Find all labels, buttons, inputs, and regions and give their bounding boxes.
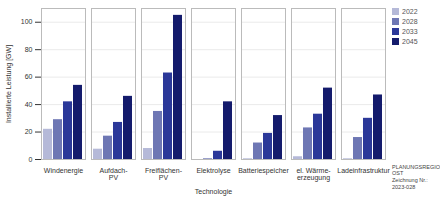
svg-text:20: 20 (25, 128, 33, 135)
svg-text:Elektrolyse: Elektrolyse (196, 167, 230, 175)
html-text:2033: 2033 (402, 28, 418, 35)
svg-text:el. Wärme-erzeugung: el. Wärme-erzeugung (296, 167, 331, 182)
html-text:2022: 2022 (402, 8, 418, 15)
html-text:2045: 2045 (402, 38, 418, 45)
svg-text:40: 40 (25, 101, 33, 108)
svg-text:Batteriespeicher: Batteriespeicher (238, 167, 289, 175)
html-text:OST: OST (392, 170, 404, 177)
svg-text:60: 60 (25, 73, 33, 80)
svg-text:80: 80 (25, 46, 33, 53)
html-text:Zeichnung Nr.: 2023-028: Zeichnung Nr.: 2023-028 (392, 177, 428, 191)
html-text:2028: 2028 (402, 18, 418, 25)
svg-text:Windenergie: Windenergie (44, 167, 83, 175)
svg-text:100: 100 (21, 18, 33, 25)
svg-text:Aufdach-PV: Aufdach-PV (99, 167, 128, 181)
svg-text:Installierte Leistung [GW]: Installierte Leistung [GW] (5, 45, 13, 123)
svg-text:Ladeinfrastruktur: Ladeinfrastruktur (337, 167, 390, 174)
svg-text:0: 0 (29, 156, 33, 163)
svg-text:Freiflächen-PV: Freiflächen-PV (145, 167, 183, 181)
svg-text:Technologie: Technologie (195, 188, 232, 196)
